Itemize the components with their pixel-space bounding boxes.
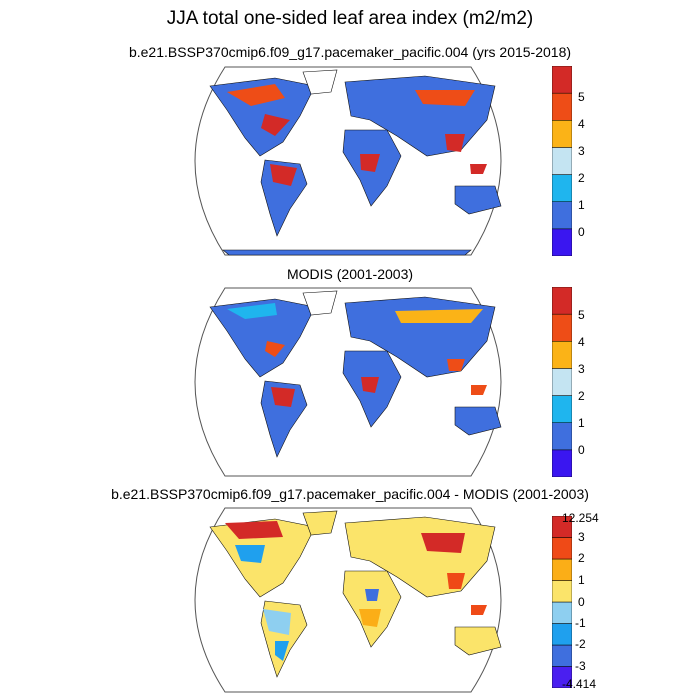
colorbar-swatch <box>552 287 572 315</box>
cbar-3-label: 0 <box>578 595 585 609</box>
colorbar-swatch <box>552 368 572 396</box>
colorbar-panel-2 <box>552 287 572 477</box>
colorbar-swatch <box>552 623 572 646</box>
colorbar-swatch <box>552 449 572 477</box>
south-america <box>260 380 308 458</box>
greenland <box>302 510 338 536</box>
cbar-3-label: -2 <box>575 637 586 651</box>
cbar-1-label: 2 <box>578 171 585 185</box>
lai-highlights <box>227 303 487 407</box>
world-map-modis <box>194 287 502 477</box>
colorbar-swatch <box>552 147 572 175</box>
colorbar-panel-3 <box>552 516 572 688</box>
cbar-2-label: 5 <box>578 308 585 322</box>
australia <box>454 626 502 656</box>
colorbar-swatch <box>552 120 572 148</box>
colorbar-swatch <box>552 174 572 202</box>
panel-3-title: b.e21.BSSP370cmip6.f09_g17.pacemaker_pac… <box>111 486 589 502</box>
north-america <box>209 77 316 157</box>
colorbar-swatch <box>552 422 572 451</box>
colorbar-swatch <box>552 228 572 256</box>
panel-2-title: MODIS (2001-2003) <box>286 266 414 282</box>
colorbar-swatch <box>552 580 572 603</box>
cbar-2-label: 1 <box>578 416 585 430</box>
australia <box>454 185 502 215</box>
cbar-2-label: 3 <box>578 362 585 376</box>
cbar-1-label: 4 <box>578 117 585 131</box>
greenland <box>302 290 338 316</box>
antarctica <box>222 249 472 256</box>
north-america <box>209 518 316 598</box>
difference-highlights <box>225 521 487 661</box>
cbar-2-label: 4 <box>578 335 585 349</box>
cbar-1-label: 1 <box>578 198 585 212</box>
colorbar-swatch <box>552 516 572 538</box>
cbar-3-label: 3 <box>578 530 585 544</box>
cbar-1-label: 0 <box>578 225 585 239</box>
australia <box>454 406 502 436</box>
cbar-2-label: 0 <box>578 443 585 457</box>
world-map-difference <box>194 507 502 693</box>
colorbar-panel-1 <box>552 66 572 256</box>
colorbar-swatch <box>552 558 572 581</box>
greenland <box>302 69 338 95</box>
figure-title: JJA total one-sided leaf area index (m2/… <box>166 8 534 29</box>
cbar-2-label: 2 <box>578 389 585 403</box>
cbar-1-label: 5 <box>578 90 585 104</box>
world-map-model <box>194 66 502 256</box>
cbar-3-label: -4.414 <box>562 677 597 691</box>
colorbar-swatch <box>552 313 572 342</box>
cbar-3-label: 2 <box>578 551 585 565</box>
panel-1-title: b.e21.BSSP370cmip6.f09_g17.pacemaker_pac… <box>128 44 572 60</box>
land-masses <box>209 290 502 458</box>
colorbar-swatch <box>552 341 572 369</box>
cbar-1-label: 3 <box>578 144 585 158</box>
lai-highlights <box>227 84 487 186</box>
colorbar-swatch <box>552 395 572 423</box>
colorbar-swatch <box>552 66 572 94</box>
cbar-3-label: 1 <box>578 573 585 587</box>
colorbar-swatch <box>552 644 572 667</box>
cbar-3-label: 12.254 <box>562 511 599 525</box>
cbar-3-label: -1 <box>575 616 586 630</box>
colorbar-swatch <box>552 537 572 560</box>
colorbar-swatch <box>552 201 572 230</box>
colorbar-swatch <box>552 92 572 121</box>
colorbar-swatch <box>552 601 572 624</box>
cbar-3-label: -3 <box>575 659 586 673</box>
north-america <box>209 298 316 378</box>
